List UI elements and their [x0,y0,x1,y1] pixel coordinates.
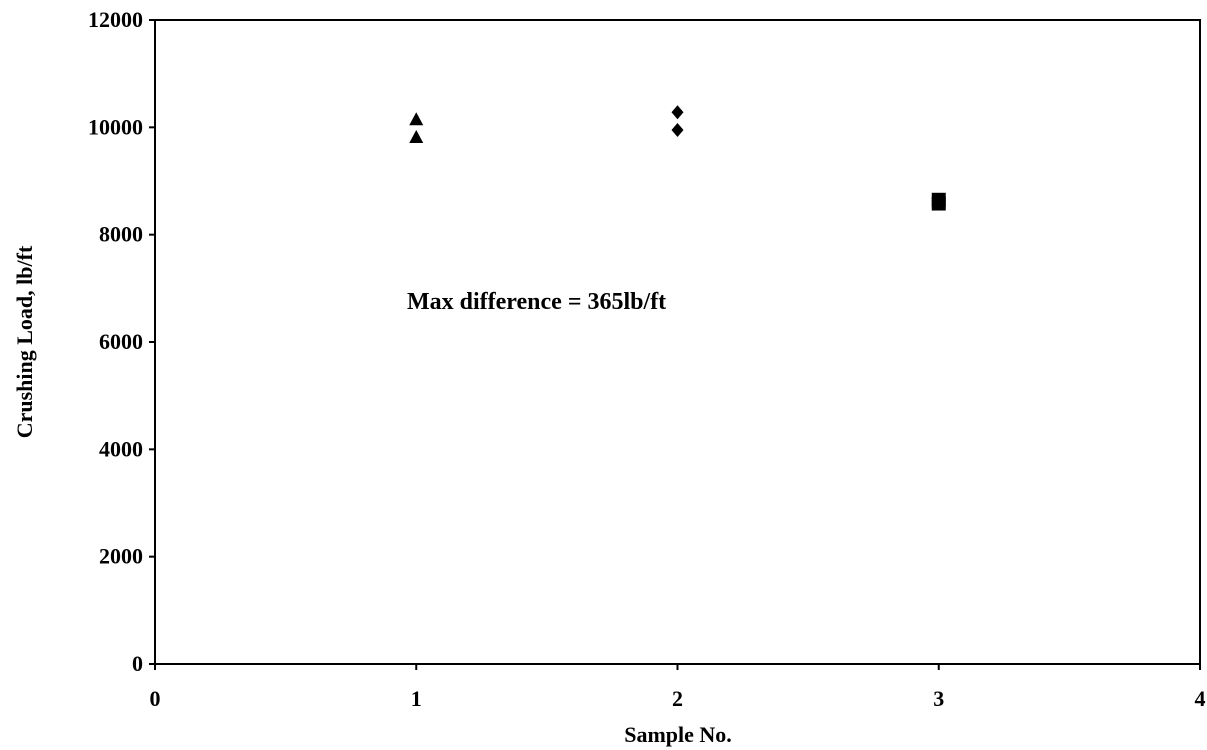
x-axis-title: Sample No. [624,722,732,747]
square-point [931,196,946,211]
y-tick-label: 6000 [99,329,143,354]
x-tick-label: 4 [1195,686,1206,711]
x-axis-ticks: 0 1 2 3 4 [150,664,1206,711]
y-tick-label: 2000 [99,544,143,569]
x-tick-label: 3 [933,686,944,711]
x-tick-label: 0 [150,686,161,711]
x-tick-label: 1 [411,686,422,711]
y-tick-label: 4000 [99,436,143,461]
y-tick-label: 10000 [88,114,143,139]
annotation-max-difference: Max difference = 365lb/ft [407,289,666,315]
y-tick-label: 12000 [88,7,143,32]
triangle-point [409,129,424,143]
diamond-point [671,123,684,138]
diamond-point [671,105,684,120]
y-axis-ticks: 0 2000 4000 6000 8000 10000 12000 [88,7,155,676]
data-points [409,105,946,211]
triangle-point [409,112,424,126]
y-tick-label: 0 [132,651,143,676]
x-tick-label: 2 [672,686,683,711]
y-tick-label: 8000 [99,222,143,247]
y-axis-title: Crushing Load, lb/ft [12,245,37,438]
